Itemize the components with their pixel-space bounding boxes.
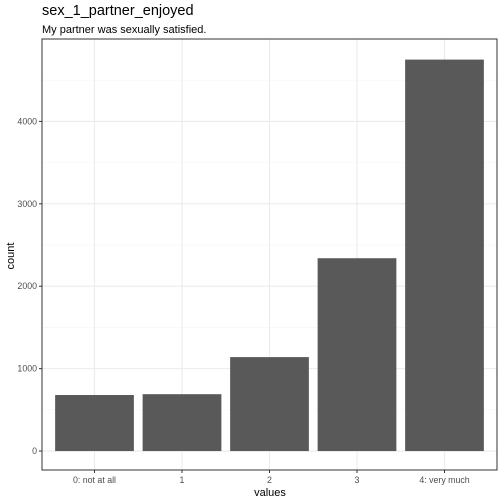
y-tick-label: 2000 xyxy=(17,281,37,291)
x-tick-label: 0: not at all xyxy=(73,475,116,485)
chart-subtitle: My partner was sexually satisfied. xyxy=(42,24,206,36)
bar-3 xyxy=(317,258,397,452)
x-axis-title: values xyxy=(254,487,286,499)
chart-title: sex_1_partner_enjoyed xyxy=(42,3,194,19)
x-axis: 0: not at all 1 2 3 4: very much xyxy=(73,470,470,485)
bar-0 xyxy=(55,395,134,452)
x-tick-label: 4: very much xyxy=(419,475,469,485)
y-tick-label: 3000 xyxy=(17,199,37,209)
y-axis-title: count xyxy=(5,243,17,270)
bar-1 xyxy=(142,394,222,452)
bar-2 xyxy=(230,357,309,452)
y-axis: 0 1000 2000 3000 4000 xyxy=(17,116,42,456)
x-tick-label: 3 xyxy=(355,475,360,485)
y-tick-label: 1000 xyxy=(17,364,37,374)
x-tick-label: 2 xyxy=(267,475,272,485)
y-tick-label: 0 xyxy=(32,446,37,456)
x-tick-label: 1 xyxy=(180,475,185,485)
bar-4 xyxy=(405,59,484,452)
bars xyxy=(55,59,484,452)
y-tick-label: 4000 xyxy=(17,116,37,126)
